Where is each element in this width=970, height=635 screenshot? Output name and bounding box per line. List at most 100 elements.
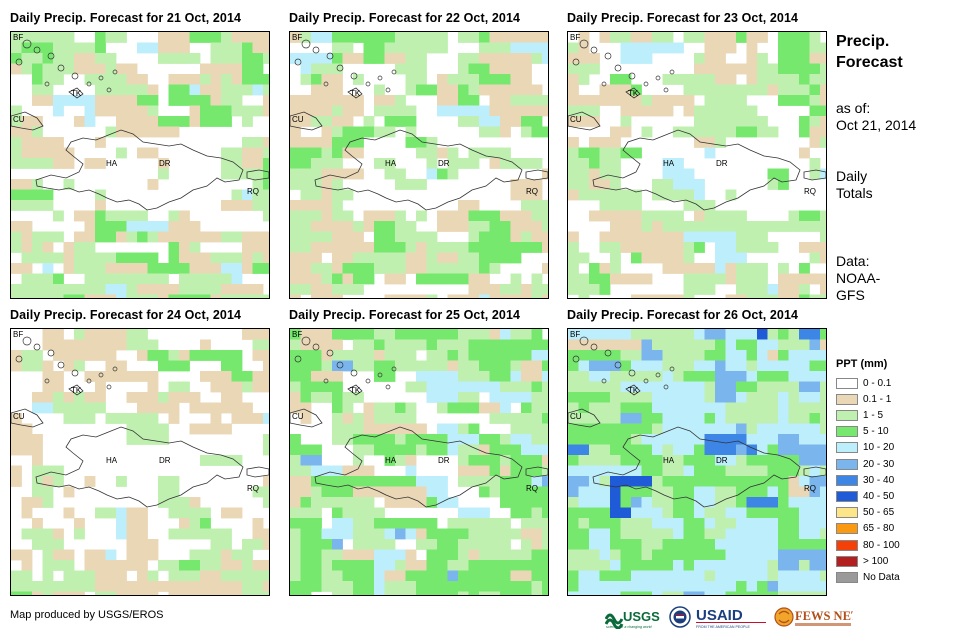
totals-block: Daily Totals <box>836 168 873 202</box>
legend-swatch <box>836 571 858 583</box>
usaid-tagline: FROM THE AMERICAN PEOPLE <box>696 625 750 629</box>
legend-label: 5 - 10 <box>863 426 889 438</box>
puerto-rico-coast <box>525 169 548 181</box>
bahamas-island <box>98 372 104 378</box>
bahamas-island <box>601 378 607 384</box>
usgs-wave-icon: USGS science for a changing world <box>605 609 660 629</box>
legend-label: 50 - 65 <box>863 507 895 519</box>
map-label-tk: TK <box>628 89 639 98</box>
turks-caicos-coast <box>68 384 84 396</box>
puerto-rico-coast <box>525 466 548 478</box>
bahamas-island <box>336 64 344 72</box>
turks-caicos-coast <box>68 87 84 99</box>
cuba-coast <box>568 408 601 428</box>
cuba-coast <box>11 408 44 428</box>
map-label-dr: DR <box>438 159 450 168</box>
legend-item: 5 - 10 <box>836 425 889 439</box>
usaid-wordmark-icon: USAID FROM THE AMERICAN PEOPLE <box>696 607 766 629</box>
legend-item: 0.1 - 1 <box>836 392 891 406</box>
legend-item: 80 - 100 <box>836 538 900 552</box>
map-label-rq: RQ <box>247 484 259 493</box>
panel-title-4: Daily Precip. Forecast for 24 Oct, 2014 <box>10 308 242 322</box>
forecast-map-4: BF TK CU HA DR RQ <box>10 328 270 596</box>
map-label-rq: RQ <box>804 187 816 196</box>
map-label-rq: RQ <box>526 187 538 196</box>
bahamas-island <box>579 39 589 49</box>
forecast-map-6: BF TK CU HA DR RQ <box>567 328 827 596</box>
turks-caicos-coast <box>347 384 363 396</box>
bahamas-island <box>663 384 669 390</box>
bahamas-island <box>604 349 612 357</box>
panel-title-5: Daily Precip. Forecast for 25 Oct, 2014 <box>289 308 521 322</box>
bahamas-island <box>326 349 334 357</box>
forecast-map-2: BF TK CU HA DR RQ <box>289 31 549 299</box>
precip-grid <box>290 329 548 595</box>
legend-label: 1 - 5 <box>863 409 884 421</box>
hispaniola-coast <box>314 129 523 211</box>
legend-item: 50 - 65 <box>836 506 894 520</box>
map-label-cu: CU <box>570 115 582 124</box>
legend-label: 65 - 80 <box>863 523 895 535</box>
legend-item: > 100 <box>836 554 888 568</box>
precip-grid <box>11 32 269 298</box>
map-label-cu: CU <box>292 412 304 421</box>
forecast-map-1: BF TK CU HA DR RQ <box>10 31 270 299</box>
hispaniola-coast <box>592 426 801 508</box>
bahamas-island <box>57 64 65 72</box>
bahamas-island <box>33 46 41 54</box>
legend-swatch <box>836 442 858 454</box>
bahamas-island <box>294 355 302 363</box>
data-source-line2: NOAA- <box>836 270 881 286</box>
map-label-bf: BF <box>292 33 303 42</box>
legend-swatch <box>836 539 858 551</box>
bahamas-island <box>377 75 383 81</box>
bahamas-island <box>86 378 92 384</box>
puerto-rico-coast <box>803 169 826 181</box>
legend-swatch <box>836 555 858 567</box>
map-label-ha: HA <box>106 159 118 168</box>
usaid-wordmark: USAID <box>696 607 743 624</box>
map-label-rq: RQ <box>526 484 538 493</box>
legend-label: 0 - 0.1 <box>863 377 892 389</box>
legend-item: 30 - 40 <box>836 473 894 487</box>
bahamas-island <box>44 378 50 384</box>
bahamas-island <box>377 372 383 378</box>
map-label-ha: HA <box>385 456 397 465</box>
usgs-logo: USGS science for a changing world <box>605 605 665 629</box>
bahamas-island <box>669 69 675 75</box>
bahamas-island <box>323 81 329 87</box>
bahamas-island <box>350 72 358 80</box>
legend-item: 20 - 30 <box>836 457 894 471</box>
logo-strip: USGS science for a changing world USAID … <box>605 604 853 630</box>
map-label-bf: BF <box>292 330 303 339</box>
usgs-tagline: science for a changing world <box>606 625 653 629</box>
map-label-cu: CU <box>13 412 25 421</box>
turks-caicos-coast <box>625 384 641 396</box>
bahamas-island <box>628 369 636 377</box>
bahamas-island <box>57 361 65 369</box>
precip-grid <box>568 329 826 595</box>
legend-swatch <box>836 507 858 519</box>
bahamas-island <box>604 52 612 60</box>
bahamas-island <box>572 58 580 66</box>
bahamas-island <box>590 46 598 54</box>
usaid-logo: USAID FROM THE AMERICAN PEOPLE <box>695 605 769 629</box>
fews-net-logo: FEWS NET <box>773 605 853 629</box>
legend-swatch <box>836 426 858 438</box>
hispaniola-coast <box>35 129 244 211</box>
bahamas-island <box>601 81 607 87</box>
legend-swatch <box>836 377 858 389</box>
legend-swatch <box>836 490 858 502</box>
map-label-cu: CU <box>13 115 25 124</box>
bahamas-island <box>15 355 23 363</box>
legend-label: No Data <box>863 571 900 583</box>
cuba-coast <box>290 111 323 131</box>
bahamas-island <box>71 369 79 377</box>
usgs-wordmark: USGS <box>623 609 660 624</box>
map-label-rq: RQ <box>804 484 816 493</box>
precip-grid <box>568 32 826 298</box>
bahamas-island <box>572 355 580 363</box>
bahamas-island <box>22 39 32 49</box>
map-label-ha: HA <box>663 456 675 465</box>
bahamas-island <box>614 361 622 369</box>
